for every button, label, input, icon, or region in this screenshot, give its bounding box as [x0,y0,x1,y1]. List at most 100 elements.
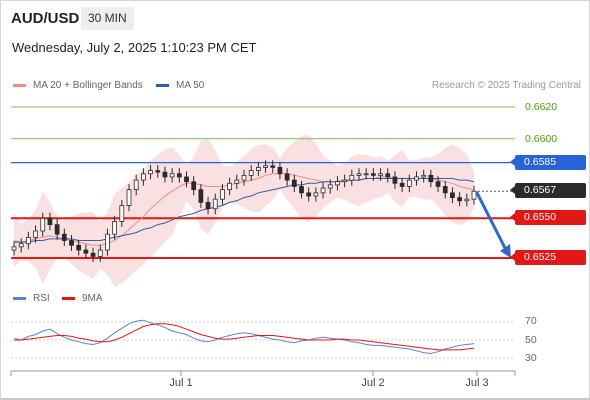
candle [227,177,233,196]
legend-label-rsi: RSI [33,293,50,304]
candle-body [198,189,204,203]
forecast-arrow-head [500,244,511,258]
candle-body [435,181,441,187]
candle [220,184,225,205]
timeframe-badge[interactable]: 30 MIN [81,7,134,30]
candle-body [450,192,455,198]
rsi-line [13,319,475,355]
candle-body [112,221,118,235]
candle-body [471,190,477,200]
candle-body [176,173,182,178]
candle [385,168,391,183]
rsi-tick-30: 30 [525,352,537,364]
candle-body [25,236,31,245]
support-tag-0.6525: 0.6525 [510,250,586,265]
candle-body [284,173,290,181]
legend-label-9ma: 9MA [82,293,103,304]
candle-body [234,179,240,184]
candle-body [270,165,276,168]
candle-body [97,249,103,257]
candle-body [227,182,233,191]
datetime-label: Wednesday, July 2, 2025 1:10:23 PM CET [12,40,257,55]
candle-body [342,179,348,183]
candle [112,215,118,240]
rsi-9ma-line [14,323,475,351]
candle-body [105,233,110,251]
candle [291,174,297,193]
candle [428,169,434,188]
candle-body [263,165,268,168]
candle-body [457,197,463,202]
candle [212,193,218,215]
candle [11,241,17,256]
candle [83,244,89,259]
candle [363,168,369,180]
candle [349,169,355,186]
candle-body [349,174,355,181]
resistance-tag-0.6585: 0.6585 [510,155,586,170]
rsi-tick-70: 70 [525,315,537,327]
candle [342,174,348,188]
candle-body [205,201,211,210]
candle-body [47,217,53,226]
candle [406,174,412,193]
candle-body [248,170,254,176]
candle-body [414,176,419,181]
candle [399,177,405,193]
x-label-jul2: Jul 2 [361,377,385,389]
candle-body [119,205,125,222]
candle [299,180,304,199]
candle [18,238,24,253]
candle [356,168,362,181]
candle [277,161,283,180]
candle [69,234,74,251]
legend-swatch-rsi [13,297,26,300]
candle [148,165,153,180]
candle [162,166,168,183]
candle [378,168,383,181]
candle [370,168,376,181]
candle [284,168,290,186]
candle [40,212,46,237]
symbol-title: AUD/USD [11,10,80,27]
candle-body [155,170,161,173]
x-label-jul3: Jul 3 [465,377,489,389]
candle-body [61,233,67,241]
legend-swatch-ma50 [156,84,169,87]
candle [184,171,189,188]
candle [270,160,276,173]
candle [442,180,448,199]
candle [205,196,211,215]
candle [306,187,312,202]
candle-body [191,181,197,191]
candle-body [11,246,17,251]
candle [33,225,38,243]
candle-body [291,179,297,187]
candle [54,219,60,240]
candle-body [33,230,38,238]
candle-body [406,179,412,187]
candle-body [356,173,362,176]
candle [320,182,326,199]
candle [241,169,247,186]
candle [105,228,110,256]
candle [263,160,268,173]
level-label-0.6620: 0.6620 [525,101,558,113]
candle-body [392,176,398,184]
candle-body [313,192,319,197]
legend-item-rsi: RSI [13,293,50,304]
candle-body [90,252,96,257]
candle-body [421,174,427,178]
rsi-tick-50: 50 [525,334,537,346]
candle [457,192,463,207]
legend-label-ma50: MA 50 [176,80,205,91]
candle-body [169,173,175,178]
candle-body [277,166,283,175]
legend-item-ma50: MA 50 [156,80,204,91]
support-tag-0.6550: 0.6550 [510,210,586,225]
bollinger-band [14,134,474,287]
candle [450,187,455,204]
candle-body [299,186,304,194]
candle [25,231,31,250]
